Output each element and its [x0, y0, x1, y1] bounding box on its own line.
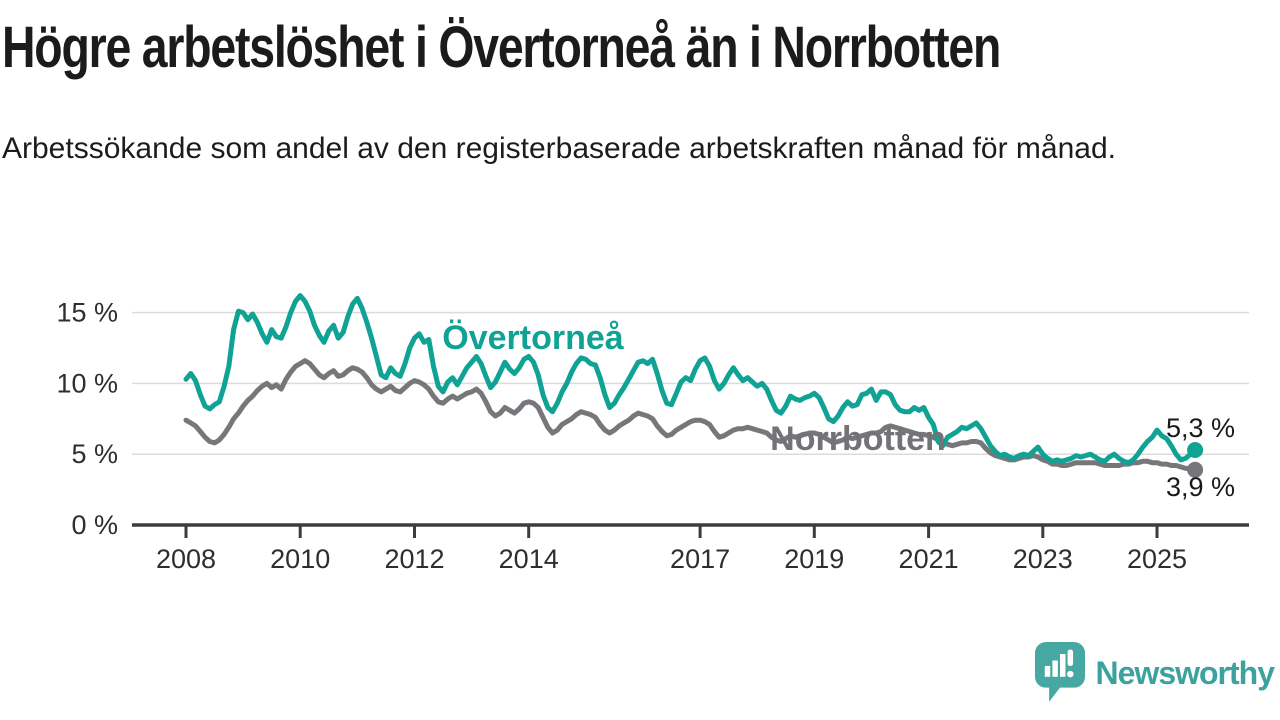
y-tick-label: 10 % [56, 368, 118, 398]
page-title: Högre arbetslöshet i Övertorneå än i Nor… [2, 15, 1001, 80]
x-tick-label: 2017 [670, 544, 730, 574]
x-tick-label: 2021 [899, 544, 959, 574]
x-tick-label: 2012 [384, 544, 444, 574]
series-lines [183, 293, 1198, 473]
end-dot-norrbotten [1187, 461, 1204, 478]
series-label-norrbotten: Norrbotten [770, 420, 946, 458]
series-line-övertorneå [183, 293, 1198, 466]
end-dot-övertorneå [1187, 442, 1204, 458]
x-axis [132, 523, 1249, 538]
x-axis-labels: 2008 2010 2012 2014 2017 2019 2021 2023 2025 [156, 544, 1187, 574]
bar-chart-icon [1044, 653, 1065, 677]
x-tick-label: 2023 [1013, 544, 1073, 574]
x-tick-label: 2019 [784, 544, 844, 574]
y-axis-labels: 0 % 5 % 10 % 15 % [56, 298, 118, 540]
gridlines [132, 311, 1249, 455]
x-tick-label: 2014 [499, 544, 559, 574]
x-tick-label: 2008 [156, 544, 216, 574]
newsworthy-logo-icon [1034, 642, 1085, 702]
y-tick-label: 15 % [56, 298, 118, 328]
x-tick-label: 2010 [270, 544, 330, 574]
end-value-label-overtornea: 5,3 % [1166, 413, 1235, 443]
y-tick-label: 0 % [71, 510, 118, 540]
newsworthy-logo: Newsworthy [1034, 642, 1275, 704]
newsworthy-logo-text: Newsworthy [1095, 654, 1275, 691]
exclamation-icon [1066, 649, 1074, 678]
end-value-label-norrbotten: 3,9 % [1166, 472, 1235, 502]
page-subtitle: Arbetssökande som andel av den registerb… [2, 132, 1116, 165]
series-end-dots [1187, 442, 1204, 478]
y-tick-label: 5 % [71, 439, 118, 469]
series-label-overtornea: Övertorneå [442, 319, 623, 357]
x-tick-label: 2025 [1127, 544, 1187, 574]
